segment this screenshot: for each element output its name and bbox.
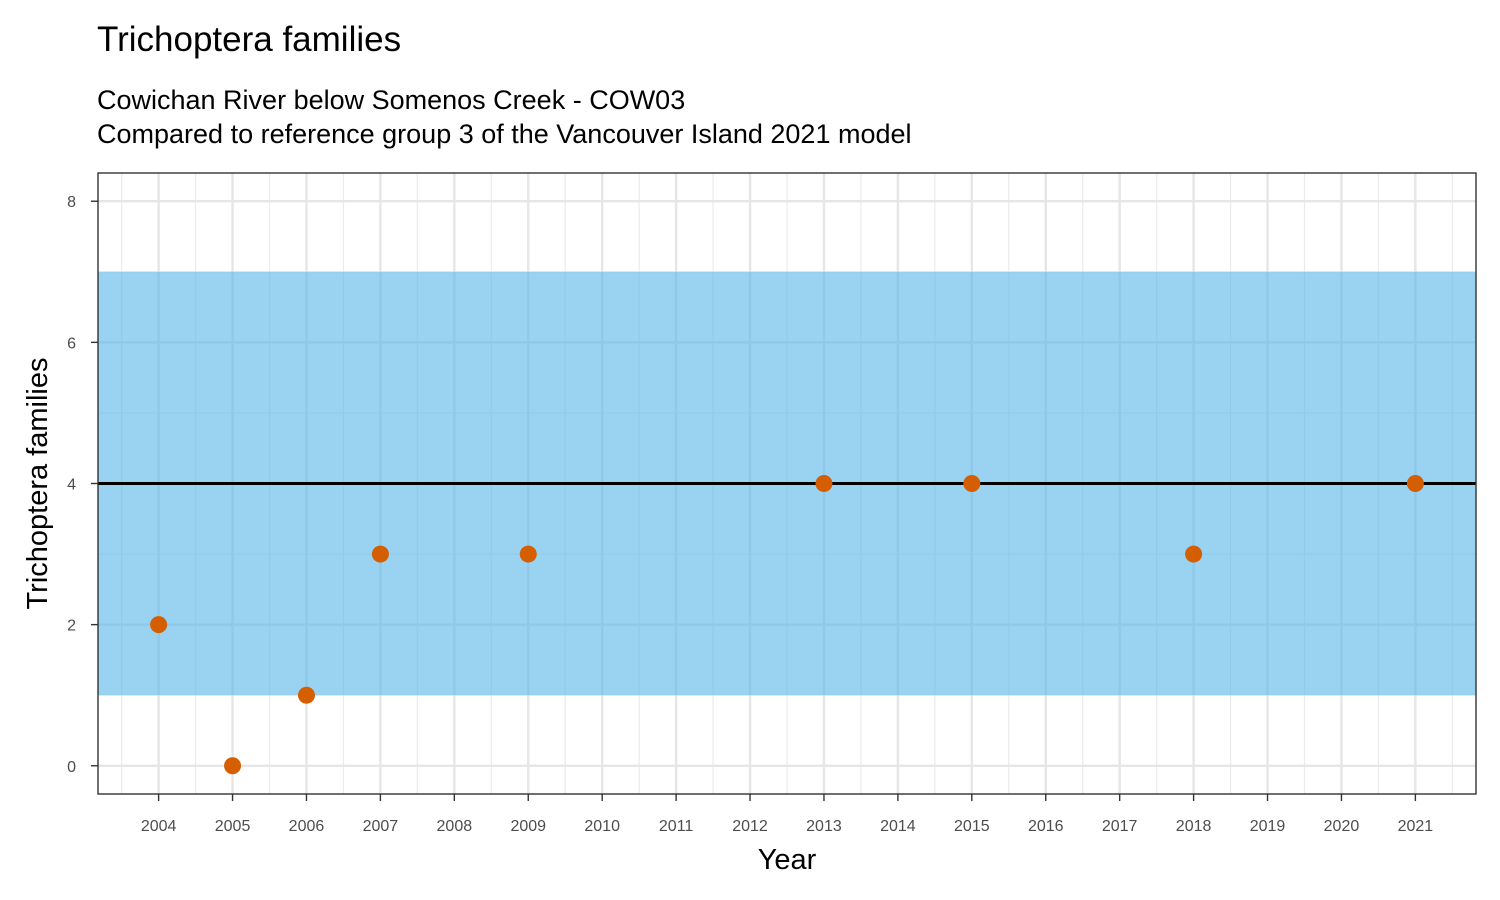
data-points <box>150 475 1424 775</box>
y-axis-title: Trichoptera families <box>22 358 54 610</box>
x-tick-label: 2021 <box>1398 818 1434 835</box>
data-point <box>519 545 537 563</box>
y-axis: 0 2 4 6 8 <box>67 194 98 776</box>
x-tick-label: 2013 <box>806 818 842 835</box>
data-point <box>1185 545 1203 563</box>
data-point <box>815 475 833 492</box>
data-point <box>297 686 315 704</box>
y-tick-label: 6 <box>67 335 76 352</box>
x-axis-title: Year <box>758 844 817 876</box>
y-tick-label: 2 <box>67 618 76 635</box>
x-tick-label: 2005 <box>215 818 251 835</box>
y-tick-label: 8 <box>67 194 76 211</box>
x-tick-label: 2017 <box>1102 818 1138 835</box>
data-point <box>1406 475 1424 492</box>
x-tick-label: 2007 <box>363 818 399 835</box>
data-point <box>963 475 981 492</box>
x-axis: 2004 2005 2006 2007 2008 2009 2010 2011 2012 2013… <box>141 794 1433 835</box>
data-point <box>224 757 242 775</box>
x-tick-label: 2020 <box>1324 818 1360 835</box>
x-tick-label: 2011 <box>659 818 694 835</box>
data-point <box>150 616 168 634</box>
chart-title: Trichoptera families <box>97 20 402 59</box>
x-tick-label: 2012 <box>732 818 768 835</box>
x-tick-label: 2009 <box>510 818 546 835</box>
x-tick-label: 2006 <box>289 818 325 835</box>
y-tick-label: 4 <box>67 477 76 494</box>
subtitle-line-1: Cowichan River below Somenos Creek - COW… <box>97 85 686 115</box>
subtitle-line-2: Compared to reference group 3 of the Van… <box>97 119 912 149</box>
x-tick-label: 2015 <box>954 818 990 835</box>
x-tick-label: 2018 <box>1176 818 1212 835</box>
y-tick-label: 0 <box>67 759 76 776</box>
x-tick-label: 2008 <box>437 818 473 835</box>
data-point <box>371 545 389 563</box>
x-tick-label: 2019 <box>1250 818 1286 835</box>
chart-subtitle: Cowichan River below Somenos Creek - COW… <box>97 83 912 151</box>
x-tick-label: 2014 <box>880 818 916 835</box>
x-tick-label: 2004 <box>141 818 177 835</box>
x-tick-label: 2016 <box>1028 818 1064 835</box>
x-tick-label: 2010 <box>584 818 620 835</box>
